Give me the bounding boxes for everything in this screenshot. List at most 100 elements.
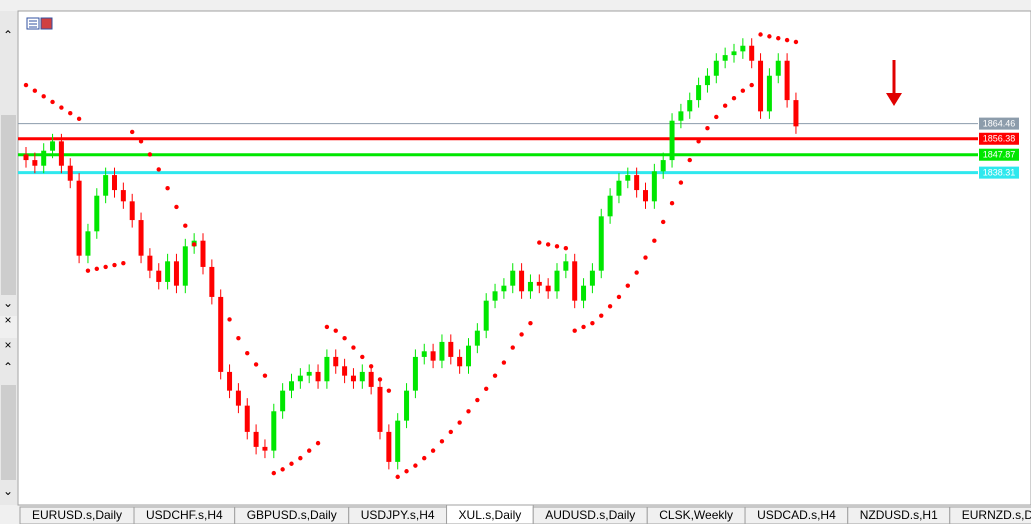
sar-dot xyxy=(351,345,356,350)
candle-body xyxy=(50,141,56,151)
candle-body xyxy=(572,261,578,301)
candle-body xyxy=(793,100,799,127)
scroll-thumb[interactable] xyxy=(1,385,16,480)
scroll-down[interactable]: ⌄ xyxy=(3,484,13,498)
tab[interactable]: GBPUSD.s,Daily xyxy=(234,506,350,524)
sar-dot xyxy=(76,116,82,122)
candle-body xyxy=(457,356,463,367)
tab[interactable]: EURUSD.s,Daily xyxy=(19,506,135,524)
candle-body xyxy=(722,55,728,61)
candle-body xyxy=(244,405,250,432)
scroll-up[interactable]: ⌃ xyxy=(3,360,13,374)
candle-body xyxy=(466,345,471,367)
tab[interactable]: NZDUSD.s,H1 xyxy=(847,506,951,524)
candle-body xyxy=(129,201,135,221)
sar-dot xyxy=(333,328,338,333)
sar-dot xyxy=(581,324,586,330)
candle-body xyxy=(377,386,383,432)
candle-body xyxy=(271,411,277,451)
tab[interactable]: XUL.s,Daily xyxy=(446,504,534,524)
sar-dot xyxy=(218,298,223,303)
candle-body xyxy=(669,120,675,161)
tab-label: CLSK,Weekly xyxy=(659,508,733,522)
candle-body xyxy=(678,111,684,121)
sar-dot xyxy=(731,96,737,101)
candle-body xyxy=(297,375,303,382)
price-label-box xyxy=(979,166,1019,179)
candle-body xyxy=(527,281,533,292)
tab[interactable]: USDCAD.s,H4 xyxy=(744,506,849,524)
sell-arrow xyxy=(886,60,902,106)
close-button[interactable]: × xyxy=(4,313,11,327)
sar-dot xyxy=(484,386,489,391)
sar-dot xyxy=(342,335,347,341)
sar-dot xyxy=(554,244,560,249)
tab[interactable]: CLSK,Weekly xyxy=(646,506,746,524)
tab[interactable]: EURNZD.s,Daily xyxy=(949,506,1031,524)
candle-body xyxy=(536,281,542,286)
sar-dot xyxy=(439,439,445,444)
candle-body xyxy=(687,100,693,112)
candle-body xyxy=(333,356,339,367)
candle-body xyxy=(76,180,82,256)
tab[interactable]: USDCHF.s,H4 xyxy=(133,506,236,524)
sar-dot xyxy=(652,238,657,243)
sar-dot xyxy=(245,350,250,356)
sar-dot xyxy=(793,39,799,45)
scroll-thumb[interactable] xyxy=(1,115,16,295)
candle-body xyxy=(510,270,516,286)
sar-dot xyxy=(183,223,188,228)
sar-dot xyxy=(722,103,728,108)
sar-dot xyxy=(422,455,427,461)
candle-body xyxy=(120,190,126,202)
sar-dot xyxy=(271,470,276,476)
sar-dot xyxy=(262,373,268,378)
candle-body xyxy=(651,171,657,202)
sar-dot xyxy=(714,114,719,120)
sar-dot xyxy=(209,279,215,285)
chart-icon xyxy=(26,17,53,30)
candle-body xyxy=(474,330,480,346)
sar-dot xyxy=(32,88,38,93)
sar-dot xyxy=(572,328,577,333)
candle-body xyxy=(342,366,348,376)
tab[interactable]: AUDUSD.s,Daily xyxy=(532,506,648,524)
candle-body xyxy=(740,45,746,52)
candle-body xyxy=(227,371,233,391)
candle-body xyxy=(58,141,64,166)
candle-body xyxy=(200,240,206,267)
sar-dot xyxy=(776,36,781,41)
candle-body xyxy=(94,195,100,232)
candle-body xyxy=(589,270,595,286)
candle-body xyxy=(218,296,224,372)
sar-dot xyxy=(696,139,701,144)
sar-dot xyxy=(147,152,153,157)
candle-body xyxy=(784,60,790,101)
candle-body xyxy=(758,60,764,112)
tab[interactable]: USDJPY.s,H4 xyxy=(348,506,448,524)
sar-dot xyxy=(59,105,64,110)
candle-body xyxy=(262,446,268,451)
sar-dot xyxy=(678,180,684,185)
sar-dot xyxy=(457,420,462,425)
candle-body xyxy=(563,261,569,271)
candle-body xyxy=(704,75,710,86)
sar-dot xyxy=(740,88,746,93)
candle-body xyxy=(138,220,144,256)
price-label: 1856.38 xyxy=(983,134,1016,144)
candle-body xyxy=(368,371,374,387)
scroll-down[interactable]: ⌄ xyxy=(3,296,13,310)
candle-body xyxy=(660,160,666,172)
candle-body xyxy=(350,375,356,382)
sar-dot xyxy=(200,260,206,266)
sar-dot xyxy=(687,157,692,163)
candle-body xyxy=(412,356,418,391)
candle-body xyxy=(483,300,489,331)
sar-dot xyxy=(68,111,73,116)
close-button[interactable]: × xyxy=(4,338,11,352)
candle-body xyxy=(749,45,755,61)
sar-dot xyxy=(767,34,772,39)
tab-label: USDJPY.s,H4 xyxy=(361,508,435,522)
scroll-up[interactable]: ⌃ xyxy=(3,28,13,42)
sar-dot xyxy=(501,360,507,365)
